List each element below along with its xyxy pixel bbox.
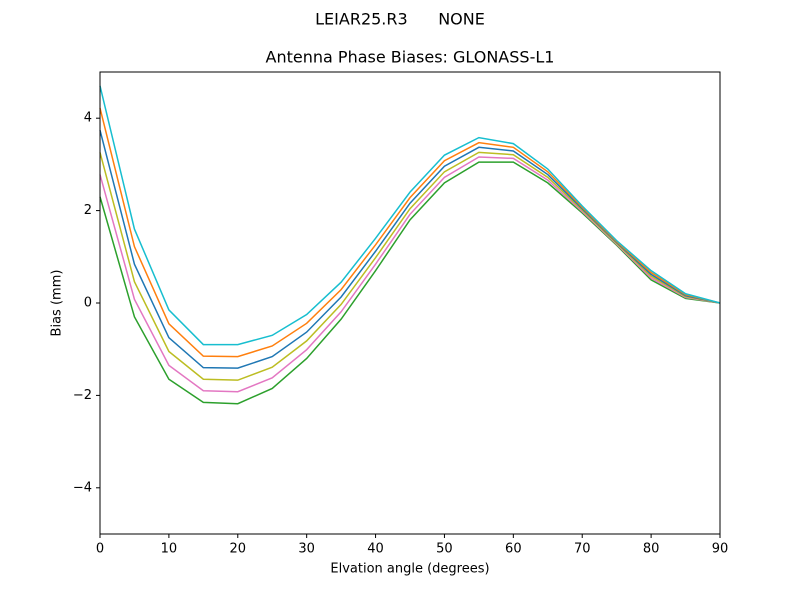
plot-frame	[99, 71, 721, 535]
y-axis-label: Bias (mm)	[50, 270, 65, 337]
y-tick-label: 4	[84, 111, 92, 126]
y-tick-label: −4	[73, 480, 92, 495]
data-line	[99, 85, 721, 346]
x-tick-label: 10	[161, 542, 178, 557]
x-axis-label: Elvation angle (degrees)	[330, 562, 489, 577]
x-tick-label: 40	[367, 542, 384, 557]
x-tick-label: 30	[298, 542, 315, 557]
x-tick-label: 0	[96, 542, 104, 557]
x-tick-label: 50	[436, 542, 453, 557]
y-tick-label: −2	[73, 388, 92, 403]
suptitle: LEIAR25.R3 NONE	[315, 10, 485, 29]
y-tick-label: 0	[84, 296, 92, 311]
x-tick-label: 80	[643, 542, 660, 557]
x-tick-label: 60	[505, 542, 522, 557]
x-tick-label: 90	[712, 542, 729, 557]
x-tick-label: 20	[230, 542, 247, 557]
chart-title: Antenna Phase Biases: GLONASS-L1	[266, 48, 555, 67]
y-tick-label: 2	[84, 203, 92, 218]
x-tick-label: 70	[574, 542, 591, 557]
